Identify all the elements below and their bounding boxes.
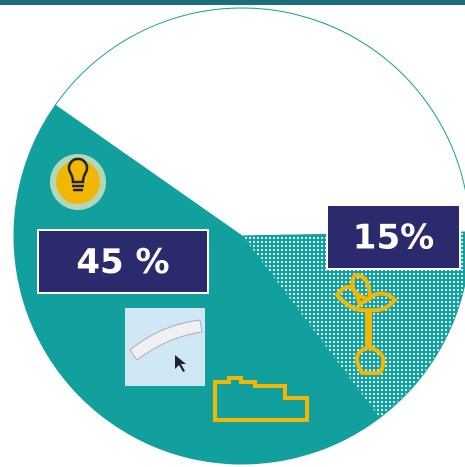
chart: 15% 45 %: [0, 0, 465, 467]
top-bar: [0, 0, 465, 5]
value-label: 15%: [353, 218, 434, 258]
value-label: 45 %: [76, 242, 169, 282]
page: 15%45 % (() => { const data = JSON.parse…: [0, 0, 465, 467]
